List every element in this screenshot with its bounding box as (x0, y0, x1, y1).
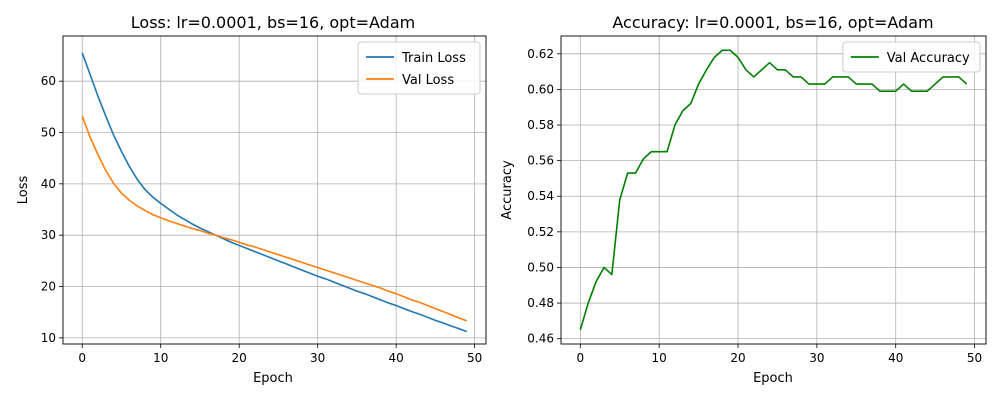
loss-series-train-loss-line (81, 52, 468, 333)
loss-x-tick-label: 40 (389, 351, 404, 365)
loss-x-tick-label: 10 (153, 351, 168, 365)
loss-x-tick-label: 30 (310, 351, 325, 365)
loss-legend: Train Loss Val Loss (357, 41, 481, 95)
loss-y-tick-label: 20 (41, 280, 56, 294)
loss-chart-title: Loss: lr=0.0001, bs=16, opt=Adam (131, 13, 415, 32)
loss-series-val-loss-line (81, 115, 468, 322)
accuracy-y-tick-label: 0.48 (527, 296, 554, 310)
accuracy-x-axis-label: Epoch (753, 371, 793, 386)
accuracy-y-tick-label: 0.58 (527, 118, 554, 132)
accuracy-legend-label-val-accuracy: Val Accuracy (887, 51, 970, 66)
loss-chart: Loss: lr=0.0001, bs=16, opt=Adam Epoch L… (16, 13, 415, 386)
accuracy-y-axis-label: Accuracy (500, 160, 515, 220)
accuracy-y-tick-label: 0.46 (527, 332, 554, 346)
accuracy-x-tick-label: 20 (730, 351, 745, 365)
accuracy-y-tick-label: 0.52 (527, 225, 554, 239)
loss-plot: 0 10 20 30 40 50 10 20 30 40 50 60 Train Loss Val Los… (41, 35, 487, 365)
accuracy-plot: 0 10 20 30 40 50 0.46 0.48 0.50 0.52 0.54 0.56 0.58 0… (527, 35, 987, 365)
accuracy-x-tick-label: 40 (888, 351, 903, 365)
accuracy-x-tick-label: 50 (967, 351, 982, 365)
accuracy-axes-frame (560, 35, 987, 345)
loss-y-axis-label: Loss (16, 176, 31, 205)
accuracy-y-tick-label: 0.54 (527, 189, 554, 203)
accuracy-x-tick-label: 0 (576, 351, 584, 365)
loss-x-tick-label: 50 (467, 351, 482, 365)
loss-x-tick-label: 20 (232, 351, 247, 365)
loss-legend-label-train-loss: Train Loss (401, 51, 466, 66)
accuracy-y-tick-label: 0.50 (527, 260, 554, 274)
loss-y-tick-label: 10 (41, 331, 56, 345)
accuracy-x-tick-label: 10 (652, 351, 667, 365)
accuracy-legend: Val Accuracy (842, 41, 981, 73)
accuracy-x-tick-label: 30 (809, 351, 824, 365)
loss-axes-frame (62, 35, 487, 345)
loss-legend-box (357, 41, 481, 95)
accuracy-legend-box (842, 41, 981, 73)
accuracy-y-tick-label: 0.60 (527, 82, 554, 96)
loss-y-tick-label: 40 (41, 177, 56, 191)
accuracy-chart: Accuracy: lr=0.0001, bs=16, opt=Adam Epo… (500, 13, 934, 386)
loss-y-tick-label: 30 (41, 228, 56, 242)
loss-x-axis-label: Epoch (253, 371, 293, 386)
accuracy-y-tick-label: 0.56 (527, 154, 554, 168)
loss-y-tick-label: 50 (41, 126, 56, 140)
loss-legend-label-val-loss: Val Loss (402, 73, 454, 88)
accuracy-chart-title: Accuracy: lr=0.0001, bs=16, opt=Adam (612, 13, 933, 32)
accuracy-y-tick-label: 0.62 (527, 47, 554, 61)
accuracy-series-val-accuracy-line (579, 49, 968, 330)
loss-y-tick-label: 60 (41, 74, 56, 88)
loss-x-tick-label: 0 (78, 351, 86, 365)
